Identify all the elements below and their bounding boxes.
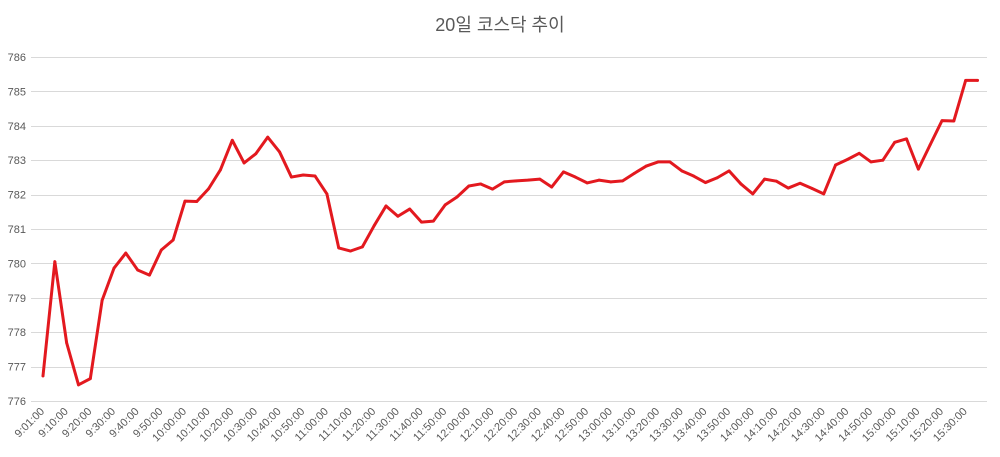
data-point	[420, 220, 423, 224]
y-tick-label: 777	[8, 362, 26, 374]
y-axis-tick-labels: 776 777 778 779 780 781 782 783 784 785 786	[8, 52, 26, 408]
data-point	[124, 251, 128, 255]
data-point	[585, 181, 589, 185]
data-point	[680, 169, 684, 173]
data-point	[360, 245, 364, 249]
data-point	[195, 200, 199, 203]
y-tick-label: 785	[8, 86, 26, 98]
data-point	[609, 180, 613, 184]
data-point	[290, 175, 293, 179]
data-point	[278, 150, 281, 154]
data-point	[562, 170, 565, 174]
data-point	[715, 176, 719, 180]
data-point	[976, 78, 979, 82]
data-point	[254, 152, 258, 156]
y-tick-label: 778	[8, 327, 26, 339]
data-point	[136, 268, 140, 272]
data-point	[408, 207, 412, 211]
data-point	[845, 158, 849, 161]
data-point	[301, 173, 305, 177]
data-point	[77, 383, 80, 387]
data-point	[396, 214, 400, 218]
data-point	[940, 119, 944, 123]
data-point	[893, 140, 897, 144]
data-point	[857, 151, 861, 155]
y-tick-label: 784	[8, 121, 26, 133]
data-point	[455, 195, 459, 199]
data-point	[538, 177, 542, 181]
data-point	[183, 199, 187, 203]
data-point	[869, 160, 873, 164]
data-point	[207, 187, 211, 191]
data-point	[349, 249, 352, 253]
data-point	[313, 174, 317, 178]
data-point	[952, 119, 956, 123]
y-tick-label: 779	[8, 293, 26, 305]
data-point	[964, 78, 968, 82]
data-point	[633, 171, 636, 175]
data-point	[325, 192, 329, 196]
data-point	[763, 177, 766, 181]
data-point	[881, 158, 885, 162]
data-point	[810, 187, 814, 190]
data-point	[704, 181, 707, 184]
data-point	[621, 179, 625, 183]
data-point	[775, 179, 778, 183]
y-tick-label: 786	[8, 52, 26, 64]
data-point	[727, 169, 731, 173]
data-point	[798, 181, 802, 185]
series-group	[41, 78, 979, 387]
data-point	[443, 203, 447, 207]
data-point	[502, 180, 506, 184]
chart-title: 20일 코스닥 추이	[435, 15, 564, 35]
y-tick-label: 781	[8, 224, 26, 236]
data-point	[148, 273, 151, 277]
data-point	[573, 175, 577, 179]
data-point	[171, 238, 175, 242]
data-point	[739, 182, 743, 186]
data-point	[230, 138, 234, 142]
data-point	[88, 377, 92, 381]
data-point	[242, 161, 246, 165]
data-point	[159, 248, 163, 252]
data-point	[822, 192, 826, 196]
data-point	[65, 341, 69, 345]
data-point	[692, 174, 695, 178]
data-point	[100, 298, 104, 302]
data-point	[219, 168, 222, 172]
data-point	[491, 187, 494, 191]
data-point	[751, 192, 755, 196]
y-tick-label: 776	[8, 396, 26, 408]
data-point	[597, 178, 601, 182]
gridlines	[31, 57, 987, 402]
data-point	[905, 137, 908, 141]
data-point	[514, 179, 518, 183]
data-point	[53, 260, 57, 264]
x-axis-tick-labels: 9:01:009:10:009:20:009:30:009:40:009:50:…	[13, 406, 970, 445]
data-point	[479, 182, 483, 186]
data-point	[372, 224, 376, 227]
data-point	[337, 246, 341, 250]
data-point	[834, 163, 837, 167]
data-point	[916, 167, 920, 171]
data-point	[550, 185, 554, 189]
data-point	[928, 143, 932, 147]
data-point	[644, 164, 648, 168]
data-point	[266, 135, 270, 139]
data-point	[786, 186, 790, 190]
data-point	[668, 160, 672, 164]
data-point	[384, 204, 388, 208]
series-line	[41, 78, 979, 387]
data-point	[431, 219, 435, 223]
data-point	[467, 184, 471, 188]
data-point	[41, 374, 45, 378]
y-tick-label: 780	[8, 258, 26, 270]
data-point	[526, 178, 530, 182]
y-tick-label: 782	[8, 190, 26, 202]
data-point	[112, 266, 116, 270]
y-tick-label: 783	[8, 155, 26, 167]
data-point	[656, 160, 660, 164]
